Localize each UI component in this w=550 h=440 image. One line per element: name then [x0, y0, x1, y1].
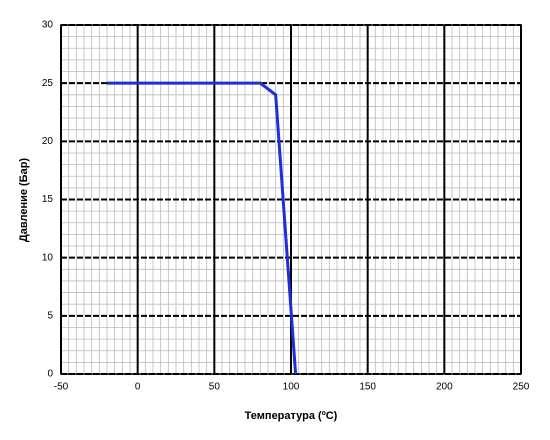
x-tick-label: 250	[513, 382, 530, 393]
x-tick-label: 0	[135, 382, 141, 393]
x-tick-label: 150	[359, 382, 376, 393]
x-tick-label: -50	[54, 382, 69, 393]
y-tick-label: 30	[42, 20, 54, 31]
x-tick-label: 200	[436, 382, 453, 393]
y-axis-title: Давление (Бар)	[18, 158, 30, 243]
y-tick-label: 10	[42, 252, 54, 263]
x-tick-label: 50	[209, 382, 221, 393]
y-tick-label: 5	[47, 310, 53, 321]
y-tick-label: 0	[47, 369, 53, 380]
y-tick-label: 20	[42, 136, 54, 147]
x-tick-label: 100	[283, 382, 300, 393]
y-tick-label: 25	[42, 78, 54, 89]
data-line	[107, 81, 298, 375]
x-axis-title: Температура (ºC)	[245, 410, 338, 422]
plot-frame	[60, 24, 522, 375]
y-tick-label: 15	[42, 194, 54, 205]
